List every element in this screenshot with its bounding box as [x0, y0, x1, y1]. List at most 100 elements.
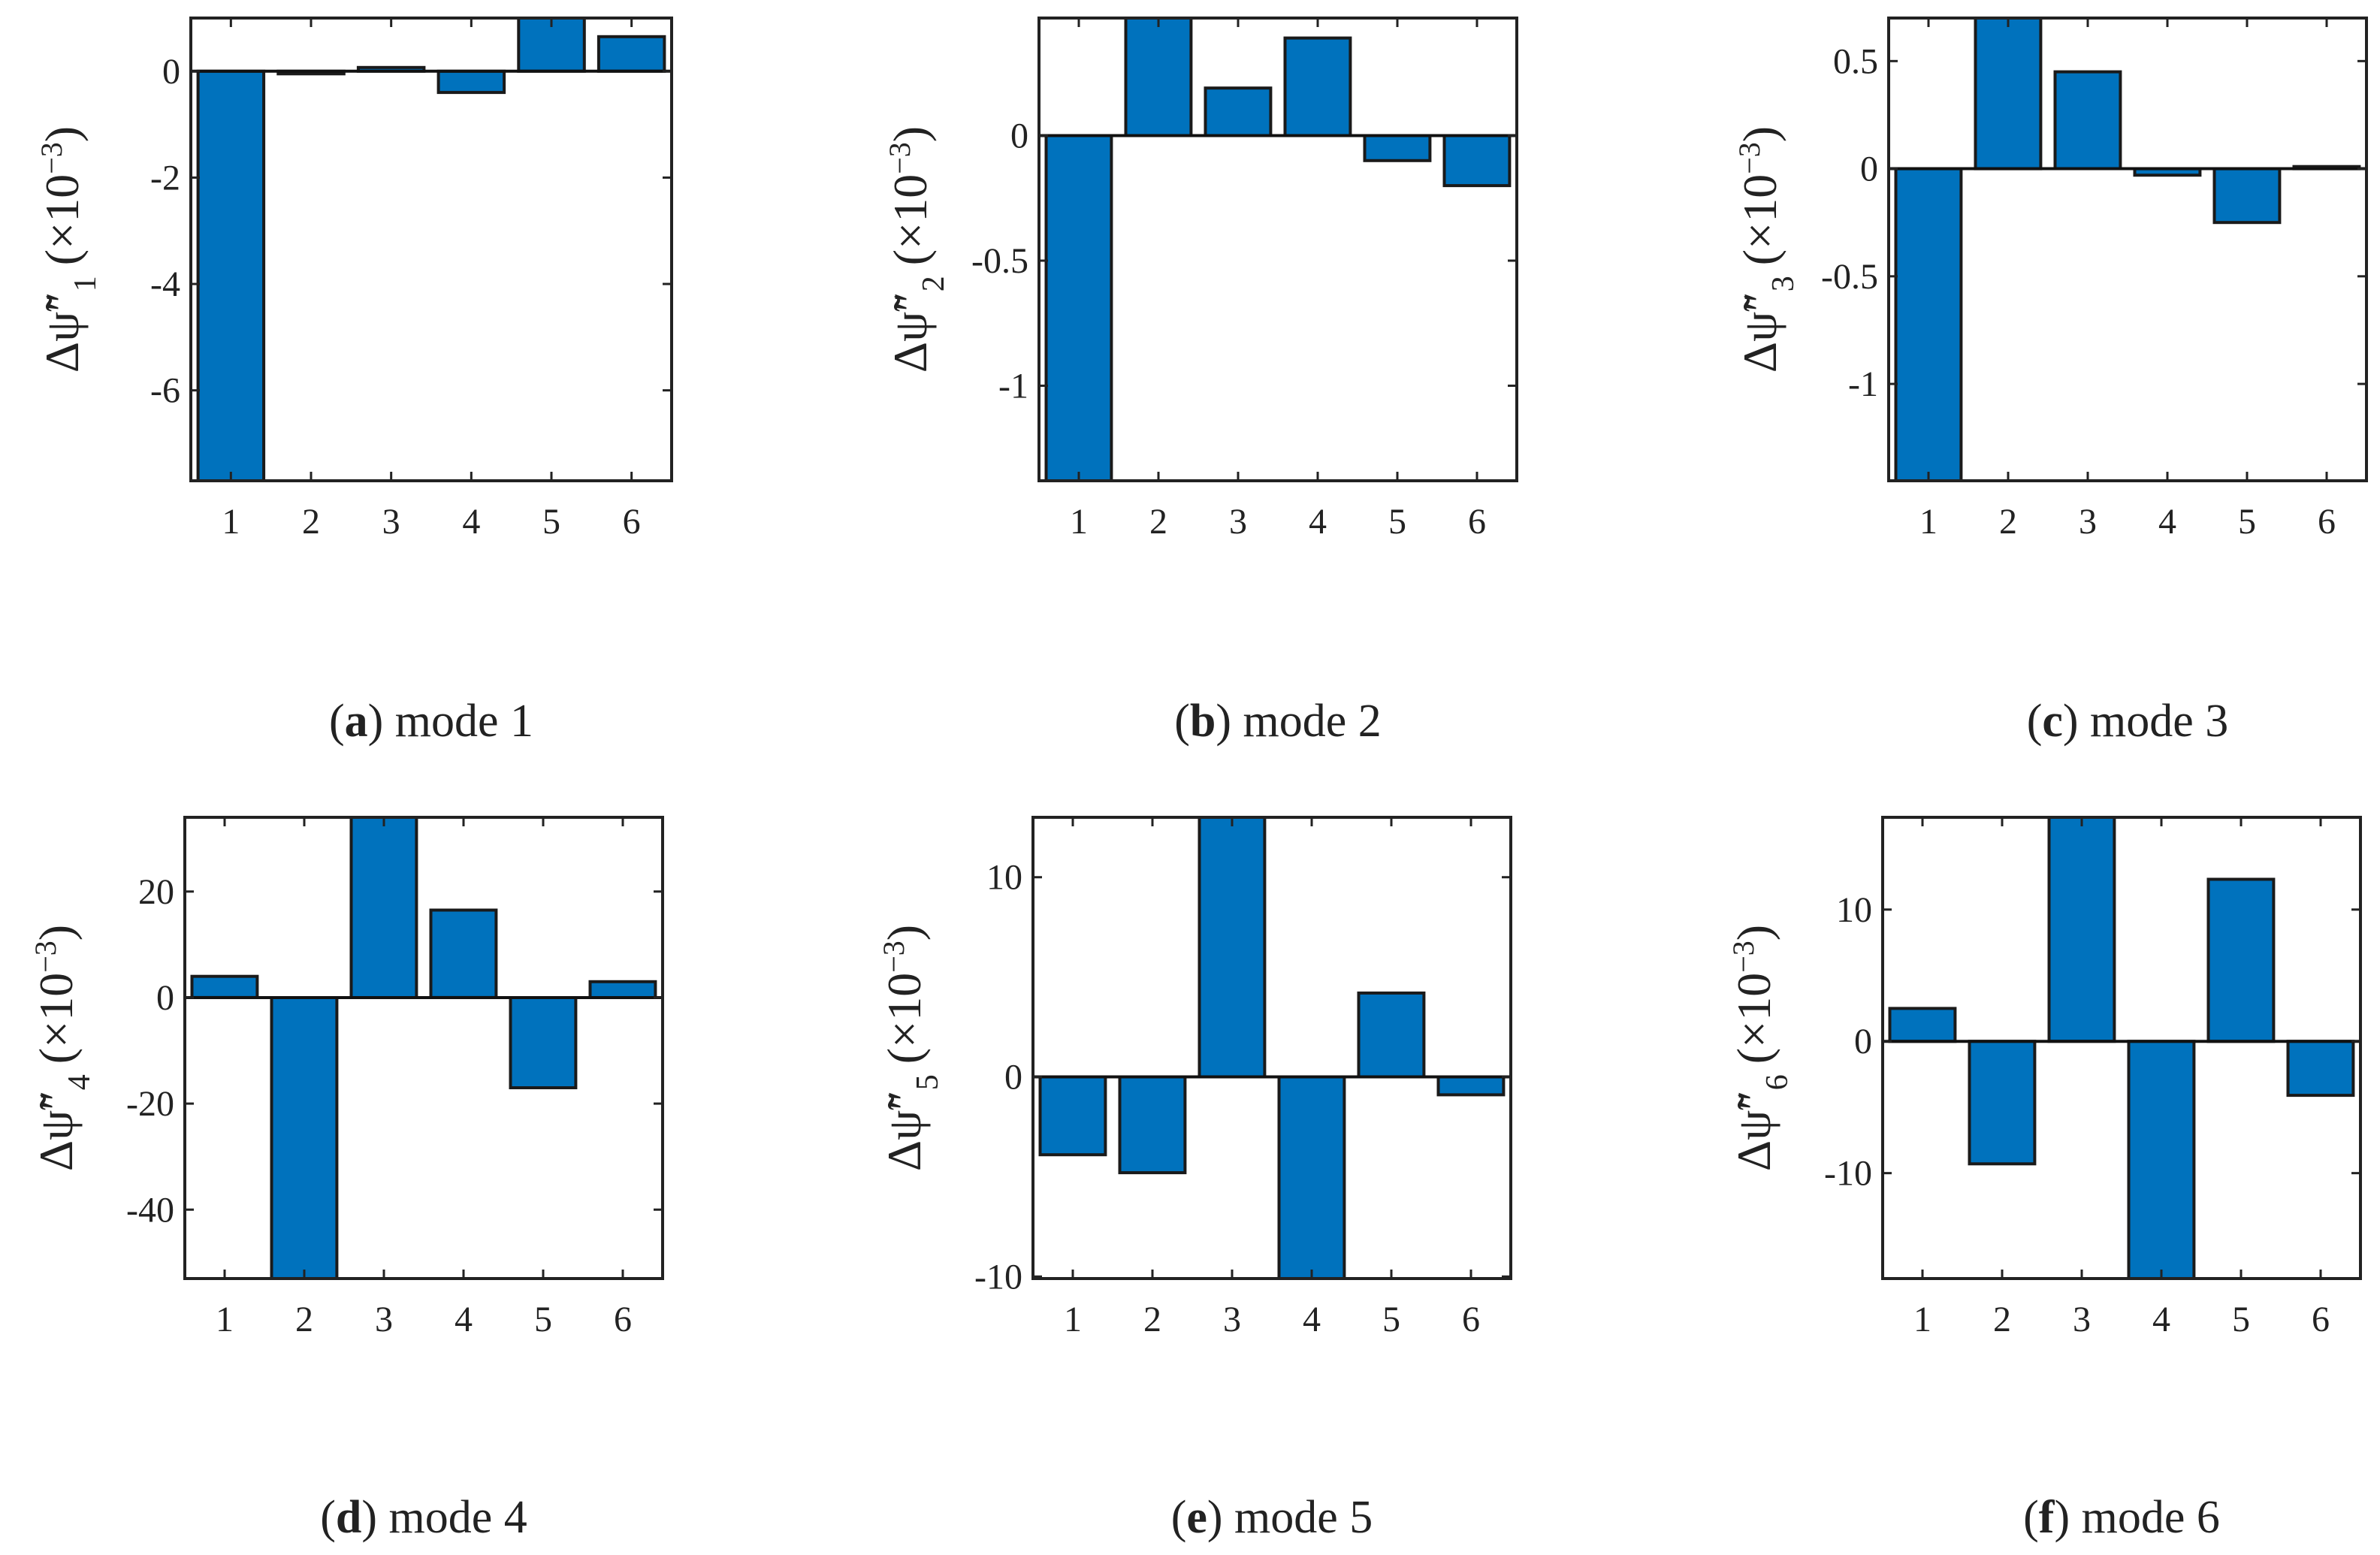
panel-caption: (a) mode 1: [329, 696, 533, 747]
ytick-label: -20: [126, 1084, 174, 1124]
xtick-label: 6: [1468, 502, 1486, 542]
panel-caption: (c) mode 3: [2027, 696, 2229, 747]
panel-e: 10 0 -10 1 2 3 4 5 6 Δψ̃″5(×10−3) (e) mode 5: [877, 816, 1512, 1543]
bar-c-5: [2212, 167, 2282, 225]
xtick-label: 2: [1149, 502, 1167, 542]
ytick-label: 0: [1860, 149, 1878, 189]
bar-e-2: [1118, 1075, 1187, 1175]
panel-b: 0 -0.5 -1 1 2 3 4 5 6 Δψ̃″2(×10−3) (b) mode 2: [883, 17, 1518, 747]
xtick-label: 2: [1999, 502, 2017, 542]
xtick-label: 5: [2238, 502, 2256, 542]
xtick-label: 1: [1913, 1300, 1931, 1339]
ylabel: Δψ̃″5(×10−3): [877, 925, 946, 1171]
xtick-label: 4: [1303, 1300, 1321, 1339]
ytick-label: -4: [150, 264, 180, 304]
axes-frame: [1037, 17, 1518, 482]
bar-b-4: [1283, 36, 1352, 137]
xtick-label: 6: [2318, 502, 2336, 542]
xtick-label: 4: [455, 1300, 473, 1339]
xtick-label: 6: [623, 502, 641, 542]
bar-f-3: [2047, 816, 2116, 1043]
bar-d-3: [349, 816, 418, 999]
xtick-label: 2: [295, 1300, 313, 1339]
ytick-label: 10: [1836, 890, 1872, 930]
bar-b-6: [1442, 134, 1512, 188]
bar-d-6: [588, 980, 657, 1000]
axes-frame: [1887, 17, 2368, 482]
bar-b-2: [1124, 17, 1193, 137]
ytick-label: 0: [1004, 1058, 1022, 1098]
xtick-label: 3: [1223, 1300, 1241, 1339]
ytick-label: -40: [126, 1190, 174, 1230]
xtick-label: 1: [1070, 502, 1088, 542]
bar-e-1: [1038, 1075, 1107, 1157]
xtick-label: 5: [542, 502, 560, 542]
xtick-label: 4: [462, 502, 480, 542]
ytick-label: -6: [150, 371, 180, 411]
xtick-label: 5: [1388, 502, 1406, 542]
bar-e-6: [1436, 1075, 1506, 1097]
bar-b-3: [1204, 86, 1273, 137]
panel-caption: (b) mode 2: [1174, 696, 1382, 747]
xtick-label: 5: [534, 1300, 552, 1339]
panel-caption: (d) mode 4: [320, 1492, 527, 1543]
ytick-label: 0: [156, 978, 174, 1018]
ylabel: Δψ̃″4(×10−3): [29, 925, 98, 1171]
ylabel: Δψ̃″6(×10−3): [1726, 925, 1796, 1171]
panel-caption: (e) mode 5: [1171, 1492, 1373, 1543]
bar-c-2: [1974, 17, 2043, 171]
bar-f-1: [1888, 1007, 1957, 1043]
ytick-label: -0.5: [1821, 257, 1878, 297]
ylabel: Δψ̃″2(×10−3): [883, 126, 952, 373]
xtick-label: 1: [222, 502, 240, 542]
bar-b-5: [1363, 134, 1432, 162]
ytick-label: 0: [162, 52, 180, 92]
bar-a-4: [436, 69, 506, 95]
ylabel: Δψ̃″1(×10−3): [35, 126, 104, 373]
bar-e-5: [1357, 991, 1426, 1079]
xtick-label: 3: [382, 502, 400, 542]
bar-a-1: [196, 69, 266, 483]
ytick-label: 10: [986, 858, 1022, 898]
panel-d: 20 0 -20 -40 1 2 3 4 5 6 Δψ̃″4(×10−3) (d) mode 4: [29, 816, 664, 1543]
ytick-label: -10: [1824, 1154, 1872, 1194]
bar-a-6: [597, 35, 666, 73]
ytick-label: -0.5: [971, 241, 1028, 281]
ytick-label: -1: [998, 366, 1028, 406]
bar-e-3: [1198, 816, 1267, 1079]
axes-frame: [183, 816, 664, 1280]
bar-e-4: [1277, 1075, 1346, 1280]
xtick-label: 4: [2158, 502, 2176, 542]
panel-c: 0.5 0 -0.5 -1 1 2 3 4 5 6 Δψ̃″3(×10−3) (c) mode 3: [1732, 17, 2368, 747]
xtick-label: 3: [1229, 502, 1247, 542]
xtick-label: 1: [1919, 502, 1938, 542]
bar-f-5: [2206, 877, 2276, 1043]
bar-c-1: [1894, 167, 1963, 482]
panel-a: 0 -2 -4 -6 1 2 3 4 5 6 Δψ̃″1(×10−3) (a) mode 1: [35, 17, 673, 747]
ytick-label: -1: [1848, 364, 1878, 404]
bar-b-1: [1044, 134, 1113, 482]
xtick-label: 2: [1993, 1300, 2011, 1339]
bar-f-4: [2127, 1040, 2196, 1280]
bar-d-5: [509, 996, 578, 1089]
xtick-label: 6: [1462, 1300, 1480, 1339]
bar-f-6: [2286, 1040, 2355, 1098]
xtick-label: 3: [375, 1300, 393, 1339]
xtick-label: 5: [2232, 1300, 2250, 1339]
xtick-label: 4: [2152, 1300, 2170, 1339]
ytick-label: 0: [1854, 1022, 1872, 1061]
bar-d-4: [429, 908, 498, 999]
ytick-label: -10: [974, 1257, 1022, 1297]
ytick-label: 0.5: [1833, 41, 1878, 81]
bar-d-1: [190, 974, 259, 999]
xtick-label: 2: [302, 502, 320, 542]
xtick-label: 1: [1064, 1300, 1082, 1339]
ytick-label: -2: [150, 158, 180, 198]
ytick-label: 20: [138, 872, 174, 912]
axes-frame: [1031, 816, 1512, 1280]
xtick-label: 1: [216, 1300, 234, 1339]
ylabel: Δψ̃″3(×10−3): [1732, 126, 1802, 373]
bar-c-3: [2053, 70, 2122, 171]
axes-frame: [189, 17, 673, 482]
